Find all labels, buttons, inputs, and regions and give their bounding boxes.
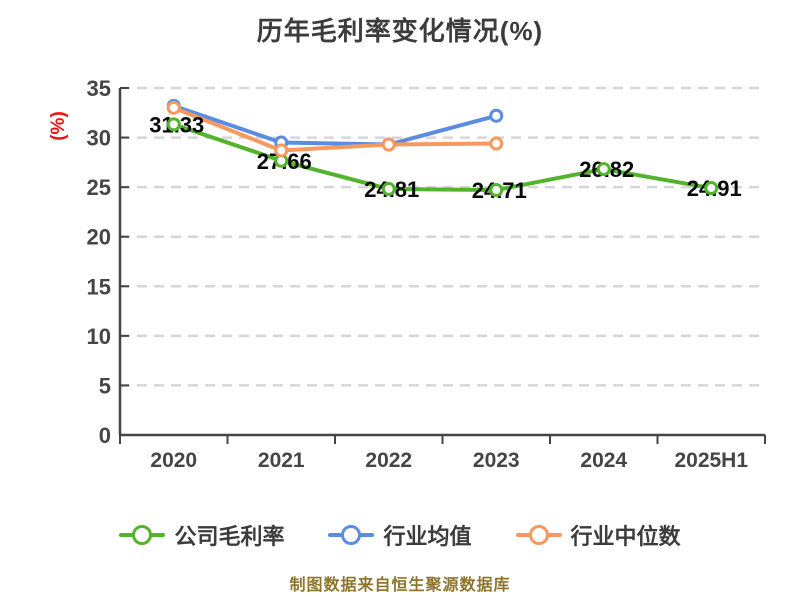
legend-item-industry-median: 行业中位数: [515, 519, 681, 551]
y-axis-name: (%): [48, 111, 69, 141]
svg-text:0: 0: [99, 423, 111, 448]
gridlines: [120, 86, 765, 387]
legend-item-company-gross-margin: 公司毛利率: [119, 519, 284, 551]
legend-marker-industry-average: [328, 524, 375, 546]
series-markers-industry-median: [166, 100, 504, 158]
legend-dot-icon: [132, 525, 153, 545]
legend-label-company-gross-margin: 公司毛利率: [174, 524, 285, 549]
svg-text:30: 30: [87, 126, 111, 151]
chart-title: 历年毛利率变化情况(%): [256, 16, 544, 46]
legend-marker-company-gross-margin: [119, 524, 166, 546]
series-markers-company-gross-margin: [166, 117, 719, 198]
chart-legend: 公司毛利率 行业均值 行业中位数: [0, 519, 800, 551]
legend-label-industry-median: 行业中位数: [570, 524, 681, 549]
svg-text:10: 10: [87, 324, 111, 349]
svg-text:20: 20: [87, 225, 111, 250]
series-line-company-gross-margin: [171, 122, 714, 193]
line-chart-plot-area: 0 5 10 15 20 25 30 35 2020 2021 2022 2023 2024 2025H1…: [48, 76, 766, 472]
x-axis-labels: 2020 2021 2022 2023 2024 2025H1: [119, 435, 766, 472]
series-line-industry-average: [171, 103, 499, 147]
svg-text:2022: 2022: [365, 449, 412, 472]
legend-item-industry-average: 行业均值: [328, 519, 472, 551]
svg-text:2020: 2020: [150, 449, 197, 472]
legend-marker-industry-median: [515, 524, 562, 546]
svg-text:35: 35: [87, 76, 111, 101]
legend-dot-icon: [528, 525, 549, 545]
svg-text:2021: 2021: [258, 449, 305, 472]
svg-text:15: 15: [87, 274, 111, 299]
series-line-industry-median: [171, 105, 499, 153]
svg-text:2025H1: 2025H1: [674, 449, 748, 472]
svg-text:2023: 2023: [473, 449, 520, 472]
svg-text:5: 5: [99, 373, 111, 398]
y-axis-labels: 0 5 10 15 20 25 30 35: [87, 76, 129, 448]
legend-label-industry-average: 行业均值: [383, 524, 472, 549]
svg-text:(%): (%): [48, 111, 69, 141]
legend-dot-icon: [341, 525, 362, 545]
svg-text:25: 25: [87, 175, 111, 200]
svg-text:2024: 2024: [580, 449, 627, 472]
data-source-note: 制图数据来自恒生聚源数据库: [289, 577, 511, 594]
